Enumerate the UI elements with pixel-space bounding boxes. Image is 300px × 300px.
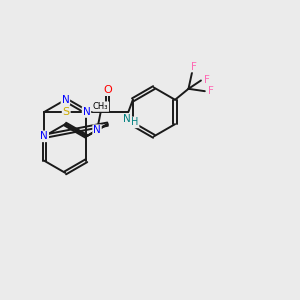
Text: N: N (61, 95, 69, 105)
Text: H: H (131, 117, 139, 128)
Text: N: N (40, 131, 48, 141)
Text: F: F (208, 85, 214, 96)
Text: S: S (63, 107, 70, 117)
Text: O: O (103, 85, 112, 95)
Text: N: N (123, 114, 131, 124)
Text: N: N (93, 125, 101, 135)
Text: N: N (82, 107, 90, 117)
Text: F: F (190, 61, 196, 71)
Text: F: F (204, 75, 210, 85)
Text: CH₃: CH₃ (93, 102, 109, 111)
